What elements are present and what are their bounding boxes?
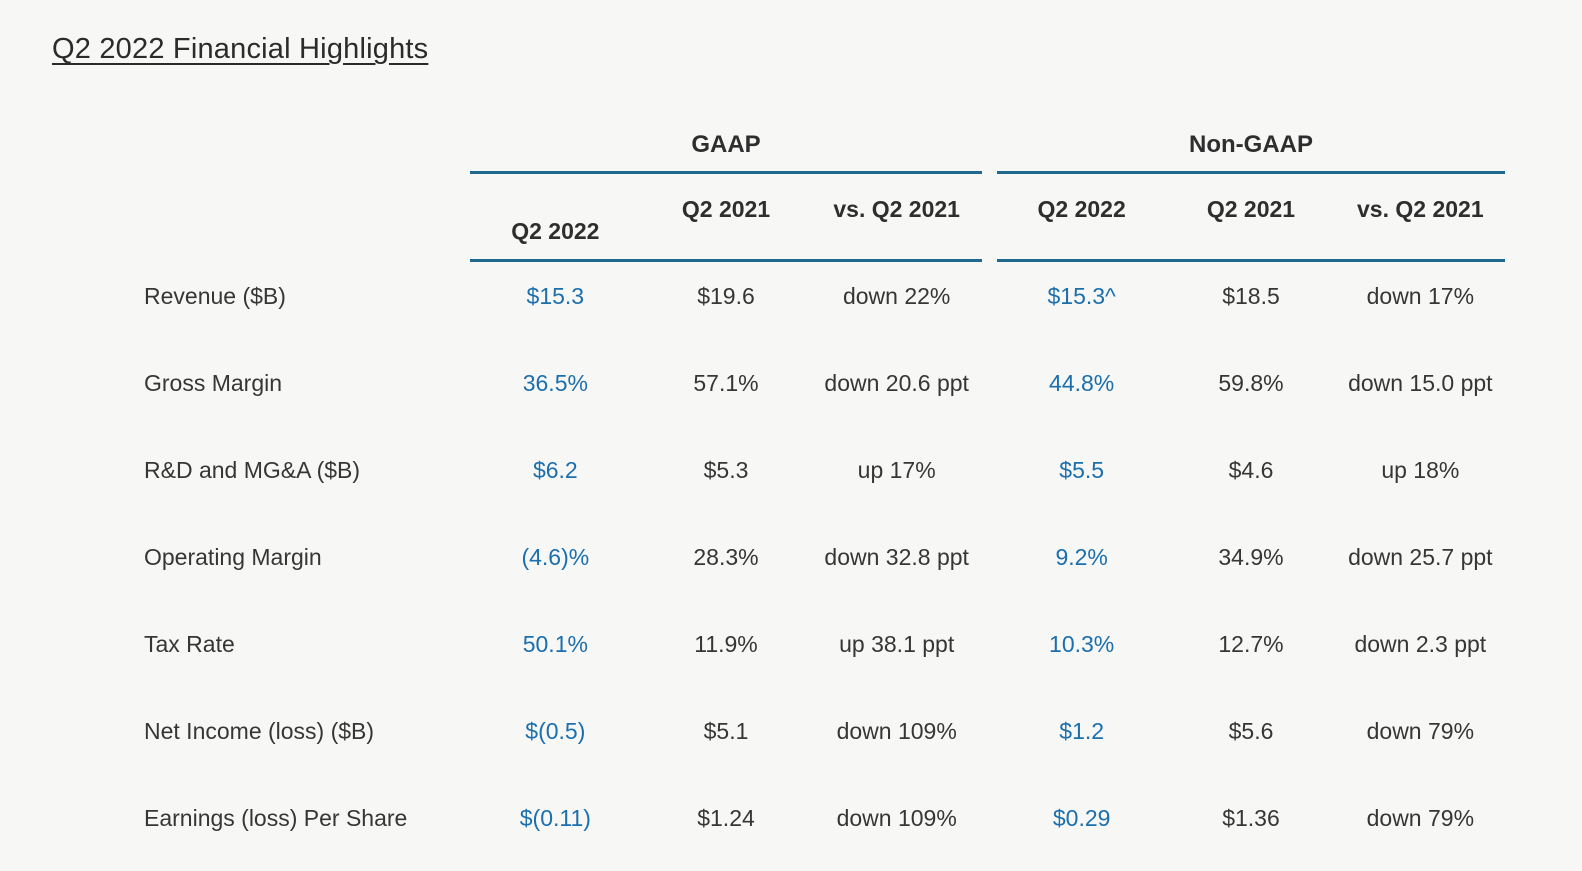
group-gap [982,174,997,262]
value-cell: $0.29 [1052,805,1111,831]
group-header-spacer [144,118,470,174]
group-header-nongaap: Non-GAAP [997,118,1505,174]
value-cell: $(0.11) [519,805,591,831]
gaap-values: $15.3 $19.6 down 22% [470,262,982,349]
nongaap-values: $0.29 $1.36 down 79% [997,784,1505,871]
financial-highlights-table: GAAP Non-GAAP Q2 2022 Q2 2021 vs. Q2 202… [144,118,1505,871]
value-cell: 9.2% [1055,544,1108,570]
column-group-gaap: Q2 2022 Q2 2021 vs. Q2 2021 [470,174,982,262]
column-header-spacer [144,174,470,262]
value-cell: $(0.5) [525,718,586,744]
row-label-net-income: Net Income (loss) ($B) [144,718,375,744]
value-cell: $15.3 [526,283,585,309]
gaap-values: 36.5% 57.1% down 20.6 ppt [470,349,982,436]
value-cell: down 2.3 ppt [1354,631,1487,657]
value-cell: $1.2 [1059,718,1105,744]
table-row-gross-margin: Gross Margin 36.5% 57.1% down 20.6 ppt 4… [144,349,1505,436]
col-header-gaap-q2-2022: Q2 2022 [511,218,600,244]
page-title: Q2 2022 Financial Highlights [52,33,429,65]
row-label-gross-margin: Gross Margin [144,370,283,396]
nongaap-values: 9.2% 34.9% down 25.7 ppt [997,523,1505,610]
gaap-values: 50.1% 11.9% up 38.1 ppt [470,610,982,697]
table-row-eps: Earnings (loss) Per Share $(0.11) $1.24 … [144,784,1505,871]
value-cell: $5.3 [703,457,749,483]
gaap-values: $(0.5) $5.1 down 109% [470,697,982,784]
value-cell: 34.9% [1218,544,1284,570]
value-cell: $6.2 [532,457,578,483]
table-row-rd-mga: R&D and MG&A ($B) $6.2 $5.3 up 17% $5.5 … [144,436,1505,523]
gaap-values: $(0.11) $1.24 down 109% [470,784,982,871]
value-cell: $1.36 [1222,805,1280,831]
value-cell: (4.6)% [521,544,590,570]
row-label-tax-rate: Tax Rate [144,631,235,657]
value-cell: down 20.6 ppt [824,370,969,396]
value-cell: 59.8% [1218,370,1284,396]
value-cell: $18.5 [1222,283,1280,309]
group-gap [982,262,997,349]
value-cell: down 79% [1366,718,1475,744]
group-gap [982,349,997,436]
row-label-revenue: Revenue ($B) [144,283,286,309]
value-cell: $19.6 [697,283,755,309]
value-cell: up 18% [1381,457,1460,483]
col-header-nongaap-q2-2021: Q2 2021 [1206,196,1296,222]
column-group-nongaap: Q2 2022 Q2 2021 vs. Q2 2021 [997,174,1505,262]
value-cell: $4.6 [1228,457,1274,483]
value-cell: down 79% [1366,805,1475,831]
table-row-net-income: Net Income (loss) ($B) $(0.5) $5.1 down … [144,697,1505,784]
row-label-operating-margin: Operating Margin [144,544,322,570]
nongaap-values: 10.3% 12.7% down 2.3 ppt [997,610,1505,697]
group-gap [982,610,997,697]
value-cell: 57.1% [693,370,759,396]
group-header-gaap: GAAP [470,118,982,174]
value-cell: down 15.0 ppt [1348,370,1493,396]
value-cell: down 22% [842,283,951,309]
value-cell: 10.3% [1049,631,1115,657]
col-header-gaap-q2-2021: Q2 2021 [681,196,771,222]
nongaap-values: $15.3^ $18.5 down 17% [997,262,1505,349]
value-cell: 12.7% [1218,631,1284,657]
table-row-revenue: Revenue ($B) $15.3 $19.6 down 22% $15.3^… [144,262,1505,349]
value-cell: down 109% [836,805,957,831]
col-header-nongaap-q2-2022: Q2 2022 [1037,196,1126,222]
group-gap [982,118,997,174]
value-cell: up 38.1 ppt [839,631,955,657]
nongaap-values: $1.2 $5.6 down 79% [997,697,1505,784]
group-gap [982,697,997,784]
value-cell: 36.5% [522,370,588,396]
value-cell: down 25.7 ppt [1348,544,1493,570]
group-gap [982,436,997,523]
gaap-values: $6.2 $5.3 up 17% [470,436,982,523]
nongaap-values: $5.5 $4.6 up 18% [997,436,1505,523]
value-cell: $5.5 [1059,457,1105,483]
value-cell: $1.24 [697,805,755,831]
value-cell: up 17% [857,457,936,483]
col-header-nongaap-vs-q2-2021: vs. Q2 2021 [1357,196,1484,222]
table-row-tax-rate: Tax Rate 50.1% 11.9% up 38.1 ppt 10.3% 1… [144,610,1505,697]
value-cell: $5.6 [1228,718,1274,744]
value-cell: $15.3^ [1047,283,1116,309]
value-cell: 28.3% [693,544,759,570]
column-header-row: Q2 2022 Q2 2021 vs. Q2 2021 Q2 2022 Q2 2… [144,174,1505,262]
value-cell: $5.1 [703,718,749,744]
table-row-operating-margin: Operating Margin (4.6)% 28.3% down 32.8 … [144,523,1505,610]
nongaap-values: 44.8% 59.8% down 15.0 ppt [997,349,1505,436]
group-header-row: GAAP Non-GAAP [144,118,1505,174]
value-cell: 11.9% [694,631,758,657]
value-cell: 44.8% [1049,370,1115,396]
group-gap [982,523,997,610]
value-cell: down 17% [1366,283,1475,309]
row-label-eps: Earnings (loss) Per Share [144,805,408,831]
gaap-values: (4.6)% 28.3% down 32.8 ppt [470,523,982,610]
value-cell: down 32.8 ppt [824,544,969,570]
col-header-gaap-vs-q2-2021: vs. Q2 2021 [833,196,960,222]
row-label-rd-mga: R&D and MG&A ($B) [144,457,361,483]
value-cell: down 109% [836,718,957,744]
value-cell: 50.1% [522,631,588,657]
